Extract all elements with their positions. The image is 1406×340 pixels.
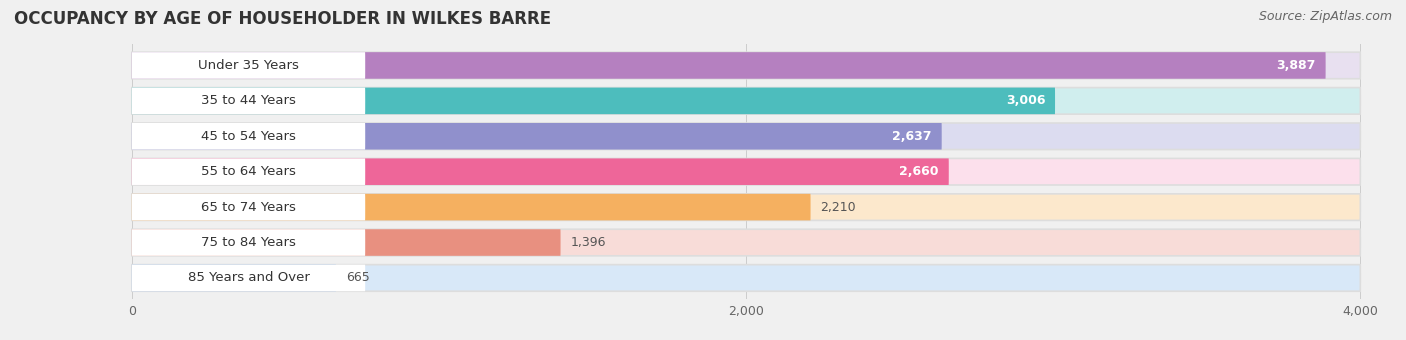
FancyBboxPatch shape (132, 158, 949, 185)
FancyBboxPatch shape (132, 88, 1361, 114)
Text: OCCUPANCY BY AGE OF HOUSEHOLDER IN WILKES BARRE: OCCUPANCY BY AGE OF HOUSEHOLDER IN WILKE… (14, 10, 551, 28)
FancyBboxPatch shape (132, 194, 811, 220)
Text: 2,210: 2,210 (820, 201, 856, 214)
FancyBboxPatch shape (132, 52, 366, 79)
Text: 75 to 84 Years: 75 to 84 Years (201, 236, 295, 249)
FancyBboxPatch shape (132, 158, 1361, 185)
FancyBboxPatch shape (132, 194, 1361, 220)
FancyBboxPatch shape (132, 88, 1054, 114)
Text: 2,660: 2,660 (900, 165, 939, 178)
FancyBboxPatch shape (132, 52, 1361, 79)
FancyBboxPatch shape (132, 265, 366, 291)
FancyBboxPatch shape (132, 265, 336, 291)
Text: 2,637: 2,637 (893, 130, 932, 143)
FancyBboxPatch shape (132, 229, 366, 256)
Text: 1,396: 1,396 (571, 236, 606, 249)
FancyBboxPatch shape (132, 194, 366, 220)
Text: 45 to 54 Years: 45 to 54 Years (201, 130, 295, 143)
Text: 65 to 74 Years: 65 to 74 Years (201, 201, 295, 214)
FancyBboxPatch shape (132, 229, 561, 256)
FancyBboxPatch shape (132, 229, 1361, 256)
FancyBboxPatch shape (132, 123, 1361, 150)
FancyBboxPatch shape (132, 265, 1361, 291)
Text: 3,887: 3,887 (1277, 59, 1316, 72)
FancyBboxPatch shape (132, 52, 1326, 79)
Text: 85 Years and Over: 85 Years and Over (187, 271, 309, 285)
Text: 35 to 44 Years: 35 to 44 Years (201, 95, 295, 107)
Text: 55 to 64 Years: 55 to 64 Years (201, 165, 295, 178)
Text: 3,006: 3,006 (1005, 95, 1045, 107)
Text: 665: 665 (346, 271, 370, 285)
FancyBboxPatch shape (132, 123, 942, 150)
FancyBboxPatch shape (132, 158, 366, 185)
Text: Source: ZipAtlas.com: Source: ZipAtlas.com (1258, 10, 1392, 23)
FancyBboxPatch shape (132, 123, 366, 150)
FancyBboxPatch shape (132, 88, 366, 114)
Text: Under 35 Years: Under 35 Years (198, 59, 299, 72)
